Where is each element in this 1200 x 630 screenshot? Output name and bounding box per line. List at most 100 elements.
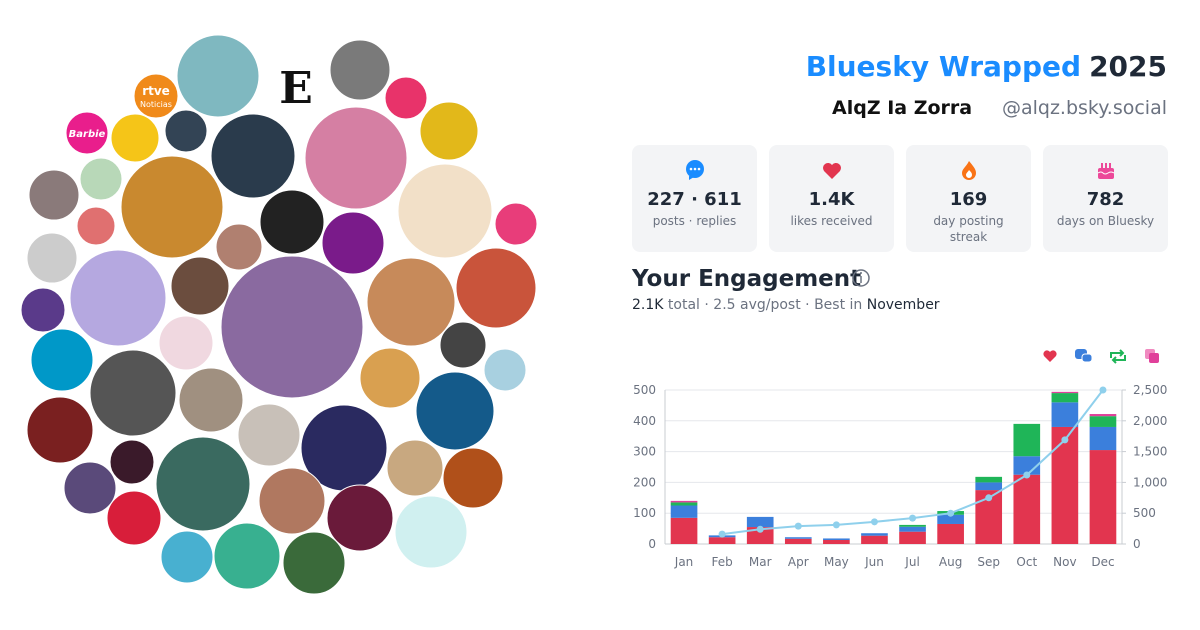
avatar: [384, 76, 428, 120]
avatar: [321, 211, 385, 275]
legend-reposts[interactable]: [1110, 349, 1126, 364]
avatar: [432, 57, 468, 93]
avatar: [215, 223, 263, 271]
avatar: [304, 106, 408, 210]
sep: ·: [704, 297, 709, 313]
avatar: [258, 467, 326, 535]
y2-tick-label: 2,000: [1133, 414, 1167, 428]
bar-segment: [1089, 450, 1117, 544]
bar-segment: [670, 502, 698, 506]
y2-tick-label: 500: [1133, 506, 1156, 520]
avatar-text: Noticias: [140, 100, 172, 109]
avatar: [65, 111, 109, 155]
y-tick-label: 0: [648, 537, 656, 551]
x-tick-label: Oct: [1016, 555, 1037, 569]
avatar: [158, 315, 214, 371]
bar-segment: [1089, 414, 1117, 417]
sep: ·: [805, 297, 810, 313]
bar-segment: [784, 538, 812, 544]
bar-segment: [861, 533, 888, 536]
avatar: [394, 495, 468, 569]
y-tick-label: 400: [633, 414, 656, 428]
bar-segment: [899, 526, 926, 532]
y-tick-label: 300: [633, 445, 656, 459]
y-tick-label: 200: [633, 475, 656, 489]
y-tick-label: 500: [633, 383, 656, 397]
avatar: [109, 439, 155, 485]
stat-label: posts · replies: [652, 214, 737, 228]
legend: [1043, 349, 1159, 364]
bar-segment: [784, 537, 812, 539]
avatar: [282, 531, 346, 595]
bar-segment: [1051, 402, 1079, 427]
x-tick-label: Nov: [1053, 555, 1076, 569]
avatar: [273, 65, 319, 111]
trend-point: [832, 521, 840, 529]
x-tick-label: Dec: [1091, 555, 1114, 569]
y2-tick-label: 1,500: [1133, 445, 1167, 459]
stat-value: 782: [1086, 189, 1125, 210]
avatar: [69, 249, 167, 347]
bar-segment: [670, 505, 698, 518]
bar-segment: [861, 535, 888, 544]
stat-value: 169: [949, 189, 988, 210]
legend-quotes[interactable]: [1145, 349, 1159, 363]
legend-likes[interactable]: [1043, 350, 1057, 362]
legend-replies[interactable]: [1075, 349, 1093, 363]
total-label: total: [667, 297, 700, 313]
x-tick-label: Jan: [674, 555, 694, 569]
stat-card: 227 · 611 posts · replies: [632, 145, 757, 252]
avatar: [20, 287, 66, 333]
avatar: [494, 202, 538, 246]
bar-segment: [1089, 416, 1117, 427]
display-name: AlqZ Ia Zorra: [832, 97, 972, 119]
bar-segment: [746, 527, 774, 544]
avatar: [213, 522, 281, 590]
x-tick-label: Feb: [712, 555, 733, 569]
y2-tick-label: 2,500: [1133, 383, 1167, 397]
bar-segment: [937, 514, 964, 524]
stat-card: 169 day posting streak: [906, 145, 1031, 252]
avatar-text: Barbie: [69, 129, 106, 140]
total: 2.1K: [632, 297, 664, 313]
avatar: [133, 73, 179, 119]
best-month: November: [866, 297, 940, 313]
bar-segment: [746, 516, 774, 528]
y2-tick-label: 1,000: [1133, 475, 1167, 489]
stat-icon: [822, 163, 841, 179]
avatar: [455, 247, 537, 329]
trend-point: [718, 530, 726, 538]
avatar: [366, 257, 456, 347]
trend-point: [947, 509, 955, 517]
x-tick-label: Apr: [788, 555, 809, 569]
bar-segment: [670, 500, 698, 503]
stat-label: likes received: [790, 214, 873, 228]
x-tick-label: May: [824, 555, 849, 569]
bar-segment: [823, 539, 850, 544]
avatar: [326, 484, 394, 552]
avatar-text: E: [279, 63, 313, 114]
engagement-summary: 2.1K total · 2.5 avg/post · Best in Nove…: [632, 297, 940, 313]
best-prefix: Best in: [814, 297, 863, 313]
bar-segment: [975, 476, 1003, 483]
avatar: [106, 490, 162, 546]
bar-segment: [1051, 426, 1079, 544]
avg: 2.5 avg/post: [713, 297, 801, 313]
bar-segment: [823, 538, 850, 540]
stat-card: 782 days on Bluesky: [1043, 145, 1168, 252]
info-icon[interactable]: [852, 269, 870, 287]
avatar: [164, 109, 208, 153]
avatar: [110, 113, 160, 163]
avatar: [63, 461, 117, 515]
bar-segment: [899, 524, 926, 527]
bar-segment: [1013, 474, 1041, 544]
avatar: [30, 328, 94, 392]
stat-value: 1.4K: [808, 189, 855, 210]
avatar: [176, 34, 260, 118]
avatar: [170, 256, 230, 316]
bar-segment: [899, 531, 926, 544]
trend-point: [870, 518, 878, 526]
